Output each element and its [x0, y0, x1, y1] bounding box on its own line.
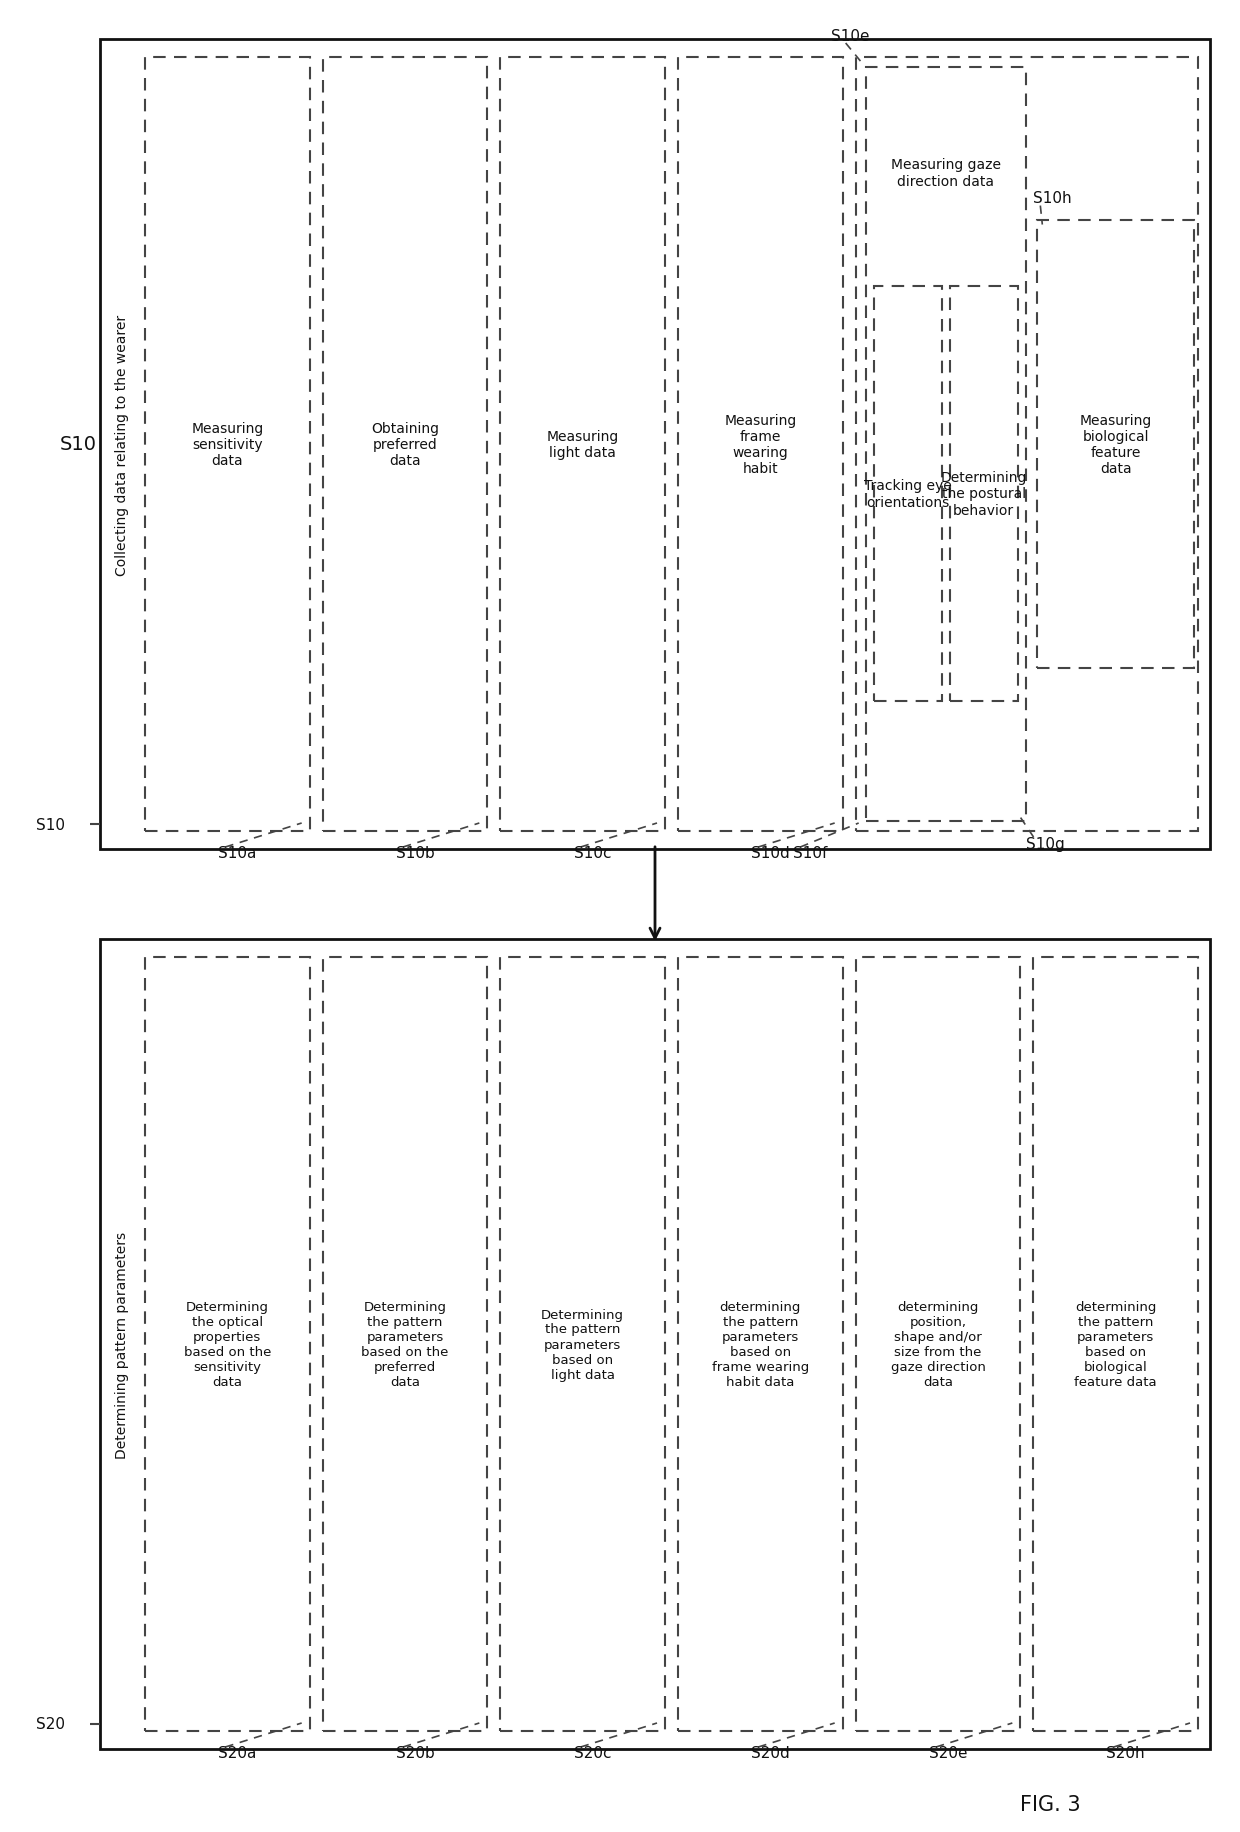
Text: S20h: S20h [1106, 1746, 1145, 1761]
Text: S20b: S20b [396, 1746, 434, 1761]
Text: Determining
the pattern
parameters
based on
light data: Determining the pattern parameters based… [541, 1308, 624, 1381]
Text: Obtaining
preferred
data: Obtaining preferred data [371, 421, 439, 467]
Text: Determining
the pattern
parameters
based on the
preferred
data: Determining the pattern parameters based… [361, 1301, 449, 1389]
Text: Determining
the postural
behavior: Determining the postural behavior [940, 471, 1027, 517]
Text: S10f: S10f [794, 846, 827, 861]
Text: Measuring gaze
direction data: Measuring gaze direction data [890, 158, 1001, 189]
Text: Determining pattern parameters: Determining pattern parameters [115, 1231, 129, 1458]
Text: S10: S10 [36, 817, 64, 832]
Text: S20e: S20e [929, 1746, 967, 1761]
Text: S20: S20 [36, 1717, 64, 1731]
Text: Measuring
frame
wearing
habit: Measuring frame wearing habit [724, 414, 796, 476]
Text: Measuring
light data: Measuring light data [547, 431, 619, 460]
Text: determining
the pattern
parameters
based on
biological
feature data: determining the pattern parameters based… [1074, 1301, 1157, 1389]
Text: S20d: S20d [751, 1746, 790, 1761]
Text: S20c: S20c [574, 1746, 611, 1761]
Text: determining
the pattern
parameters
based on
frame wearing
habit data: determining the pattern parameters based… [712, 1301, 808, 1389]
Text: S10e: S10e [831, 29, 870, 44]
Text: Measuring
biological
feature
data: Measuring biological feature data [1080, 414, 1152, 476]
Text: S10h: S10h [1033, 191, 1071, 205]
Text: Measuring
sensitivity
data: Measuring sensitivity data [191, 421, 263, 467]
Text: Collecting data relating to the wearer: Collecting data relating to the wearer [115, 315, 129, 575]
Text: S10: S10 [60, 436, 97, 454]
Text: S10c: S10c [574, 846, 611, 861]
Text: S10b: S10b [396, 846, 434, 861]
Text: S20a: S20a [218, 1746, 257, 1761]
Text: Determining
the optical
properties
based on the
sensitivity
data: Determining the optical properties based… [184, 1301, 272, 1389]
Text: S10a: S10a [218, 846, 257, 861]
Text: FIG. 3: FIG. 3 [1019, 1794, 1080, 1814]
Text: determining
position,
shape and/or
size from the
gaze direction
data: determining position, shape and/or size … [890, 1301, 986, 1389]
Text: S10g: S10g [1027, 835, 1065, 852]
Text: Tracking eye
orientations: Tracking eye orientations [864, 480, 951, 509]
Text: S10d: S10d [751, 846, 790, 861]
